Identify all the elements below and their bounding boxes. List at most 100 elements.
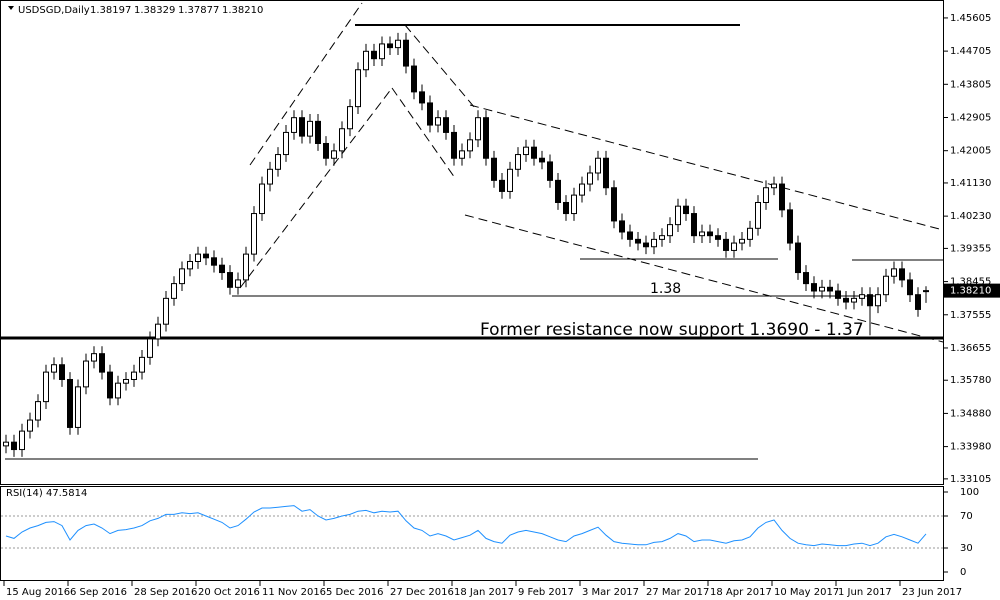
candle-body [275,154,281,170]
candle-body [907,279,913,296]
x-tick-label: 20 Oct 2016 [198,587,260,598]
candle-body [819,286,825,292]
candle-body [891,268,897,277]
candle-body [3,441,9,447]
candle-body [355,69,361,108]
candle-body [195,253,201,262]
rsi-title: RSI(14) 47.5814 [6,488,87,499]
x-tick-label: 18 Apr 2017 [710,587,772,598]
candle-body [627,231,633,240]
candle-body [827,286,833,292]
candle-body [915,294,921,310]
candle-body [883,275,889,296]
y-tick-label: 1.38455 [950,277,991,288]
candle-body [267,168,273,185]
candle-body [795,242,801,274]
x-tick-label: 15 Aug 2016 [6,587,70,598]
candle-body [315,120,321,144]
x-tick-label: 9 Feb 2017 [518,587,574,598]
candle-body [419,91,425,104]
x-tick-label: 3 Mar 2017 [582,587,639,598]
candle-body [635,238,641,244]
y-tick-label: 1.42905 [950,112,991,123]
candle-body [699,231,705,237]
y-tick-label: 1.45605 [950,13,991,24]
candle-body [659,235,665,240]
candle-body [387,43,393,49]
candle-body [339,128,345,152]
candle-body [323,142,329,159]
candle-body [75,386,81,428]
rsi-y-tick-label: 0 [960,567,966,578]
candle-body [787,209,793,244]
candle-body [235,279,241,288]
candle-body [171,283,177,299]
y-tick-label: 1.33105 [950,474,991,485]
candle-body [35,401,41,421]
candle-body [851,297,857,303]
candle-body [899,268,905,281]
candle-body [539,157,545,163]
candle-body [467,139,473,152]
candle-body [259,183,265,215]
candle-body [379,43,385,60]
y-tick-label: 1.43805 [950,79,991,90]
candle-body [507,168,513,192]
candle-body [643,242,649,248]
y-tick-label: 1.35780 [950,375,991,386]
candle-body [395,39,401,49]
x-tick-label: 23 Jun 2017 [902,587,962,598]
candle-body [611,187,617,222]
candle-body [579,183,585,196]
x-tick-label: 6 Sep 2016 [70,587,127,598]
candle-body [595,157,601,174]
candle-body [251,213,257,255]
candle-body [291,117,297,133]
candle-body [867,294,873,307]
ohlc-high: 1.38329 [134,5,175,16]
candle-body [491,157,497,181]
candle-body [683,205,689,215]
y-tick-label: 1.42005 [950,146,991,157]
candle-body [219,264,225,274]
candle-body [771,183,777,189]
candle-body [51,364,57,373]
trend-line [469,104,944,231]
candle-body [483,117,489,159]
x-tick-label: 10 May 2017 [774,587,839,598]
candle-body [603,157,609,189]
candle-body [859,294,865,299]
y-tick-label: 1.40230 [950,211,991,222]
candle-body [531,146,537,159]
candle-body [27,419,33,432]
candle-body [187,260,193,270]
ohlc-low: 1.37877 [178,5,219,16]
candle-body [67,378,73,428]
y-tick-label: 1.34880 [950,408,991,419]
trend-line [249,2,363,166]
candle-body [19,430,25,451]
candle-body [715,235,721,240]
candle-body [755,201,761,229]
ohlc-open: 1.38197 [90,5,131,16]
candle-body [707,231,713,237]
candle-body [283,131,289,156]
candle-body [115,382,121,399]
candle-body [227,272,233,288]
candle-body [99,353,105,373]
rsi-y-tick-label: 30 [960,543,973,554]
y-tick-label: 1.39355 [950,243,991,254]
y-tick-label: 1.33980 [950,442,991,453]
candle-body [667,224,673,237]
candle-body [11,441,17,451]
y-tick-label: 1.44705 [950,46,991,57]
candle-body [211,257,217,266]
candle-body [651,238,657,248]
candle-body [875,294,881,307]
symbol: USDSGD,Daily [18,5,90,16]
rsi-y-tick-label: 100 [960,487,979,498]
level-annotation: 1.38 [650,281,681,297]
candle-body [139,356,145,373]
candle-body [203,253,209,259]
candle-body [307,120,313,137]
